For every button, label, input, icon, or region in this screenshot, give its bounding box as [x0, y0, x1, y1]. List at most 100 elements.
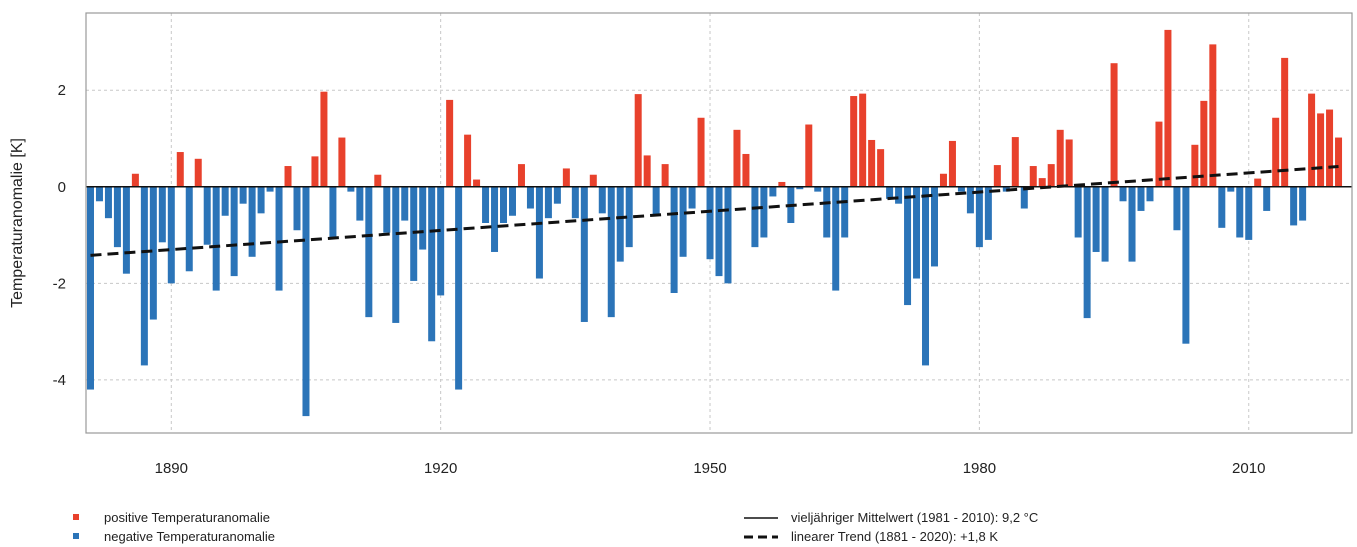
- bar-negative: [185, 186, 193, 272]
- bar-positive: [634, 94, 642, 187]
- bar-negative: [580, 186, 588, 322]
- bar-negative: [113, 186, 121, 248]
- bar-negative: [1020, 186, 1028, 209]
- bar-positive: [176, 152, 184, 187]
- bar-negative: [796, 186, 804, 190]
- bar-negative: [652, 186, 660, 216]
- bar-positive: [284, 166, 292, 187]
- bar-positive: [194, 158, 202, 187]
- bar-negative: [706, 186, 714, 260]
- bar-positive: [1164, 29, 1172, 187]
- bar-positive: [1335, 137, 1343, 187]
- bar-positive: [1200, 100, 1208, 187]
- bar-negative: [913, 186, 921, 279]
- bar-negative: [841, 186, 849, 238]
- bar-positive: [1065, 139, 1073, 187]
- bar-negative: [823, 186, 831, 238]
- bar-positive: [1056, 129, 1064, 187]
- bar-positive: [1029, 166, 1037, 187]
- bar-negative: [508, 186, 516, 216]
- bar-positive: [1209, 44, 1217, 187]
- bar-negative: [1245, 186, 1253, 240]
- bar-negative: [957, 186, 965, 192]
- bar-negative: [975, 186, 983, 248]
- bar-positive: [859, 93, 867, 187]
- bar-negative: [688, 186, 696, 209]
- bar-negative: [104, 186, 112, 219]
- bar-positive: [338, 137, 346, 187]
- bar-negative: [1137, 186, 1145, 211]
- trend-line: [90, 165, 1339, 257]
- bar-negative: [715, 186, 723, 277]
- bar-negative: [984, 186, 992, 240]
- x-tick-label: 2010: [1232, 460, 1265, 477]
- bar-negative: [814, 186, 822, 192]
- bar-positive: [1038, 178, 1046, 187]
- bar-negative: [966, 186, 974, 214]
- bar-negative: [895, 186, 903, 204]
- bar-negative: [1128, 186, 1136, 262]
- bar-negative: [922, 186, 930, 366]
- bar-positive: [1281, 57, 1289, 187]
- bar-positive: [1110, 63, 1118, 187]
- x-tick-label: 1920: [424, 460, 457, 477]
- bar-negative: [832, 186, 840, 291]
- bar-negative: [275, 186, 283, 291]
- bar-negative: [356, 186, 364, 221]
- bar-positive: [939, 173, 947, 187]
- bar-positive: [993, 165, 1001, 187]
- y-tick-label: -4: [53, 372, 66, 389]
- bar-positive: [1317, 113, 1325, 187]
- y-tick-label: 2: [58, 82, 66, 99]
- bar-positive: [661, 164, 669, 187]
- bar-negative: [149, 186, 157, 320]
- bar-negative: [230, 186, 238, 277]
- bar-negative: [203, 186, 211, 245]
- bar-positive: [643, 155, 651, 187]
- bar-negative: [1173, 186, 1181, 231]
- bar-positive: [1254, 178, 1262, 187]
- bar-negative: [428, 186, 436, 342]
- bar-negative: [535, 186, 543, 279]
- bar-negative: [212, 186, 220, 291]
- bar-positive: [131, 173, 139, 187]
- bar-positive: [1191, 144, 1199, 187]
- bar-negative: [221, 186, 229, 216]
- bar-negative: [140, 186, 148, 366]
- bar-negative: [1146, 186, 1154, 202]
- bar-negative: [724, 186, 732, 284]
- legend-positive-label: positive Temperaturanomalie: [104, 510, 270, 525]
- bar-positive: [742, 153, 750, 187]
- bar-negative: [1263, 186, 1271, 211]
- bar-positive: [1326, 109, 1334, 187]
- bar-positive: [589, 174, 597, 187]
- bar-positive: [562, 168, 570, 187]
- bar-negative: [266, 186, 274, 192]
- bar-negative: [544, 186, 552, 219]
- bar-negative: [491, 186, 499, 252]
- legend-negative-label: negative Temperaturanomalie: [104, 529, 275, 544]
- bar-positive: [446, 99, 454, 187]
- legend-mean-label: vieljähriger Mittelwert (1981 - 2010): 9…: [791, 510, 1038, 525]
- bar-positive: [877, 149, 885, 187]
- bar-negative: [248, 186, 256, 257]
- bar-negative: [158, 186, 166, 243]
- bar-positive: [1155, 121, 1163, 187]
- bar-negative: [769, 186, 777, 197]
- legend-positive-swatch: [73, 514, 79, 520]
- bar-positive: [464, 134, 472, 187]
- bar-negative: [616, 186, 624, 262]
- bar-negative: [930, 186, 938, 267]
- bar-positive: [320, 91, 328, 187]
- bar-negative: [257, 186, 265, 214]
- plot-frame: [85, 12, 1353, 434]
- bar-negative: [410, 186, 418, 281]
- bar-negative: [1299, 186, 1307, 221]
- y-axis-title: Temperaturanomalie [K]: [9, 138, 26, 308]
- bar-positive: [1047, 164, 1055, 187]
- bar-negative: [383, 186, 391, 233]
- bar-negative: [904, 186, 912, 306]
- bar-negative: [886, 186, 894, 199]
